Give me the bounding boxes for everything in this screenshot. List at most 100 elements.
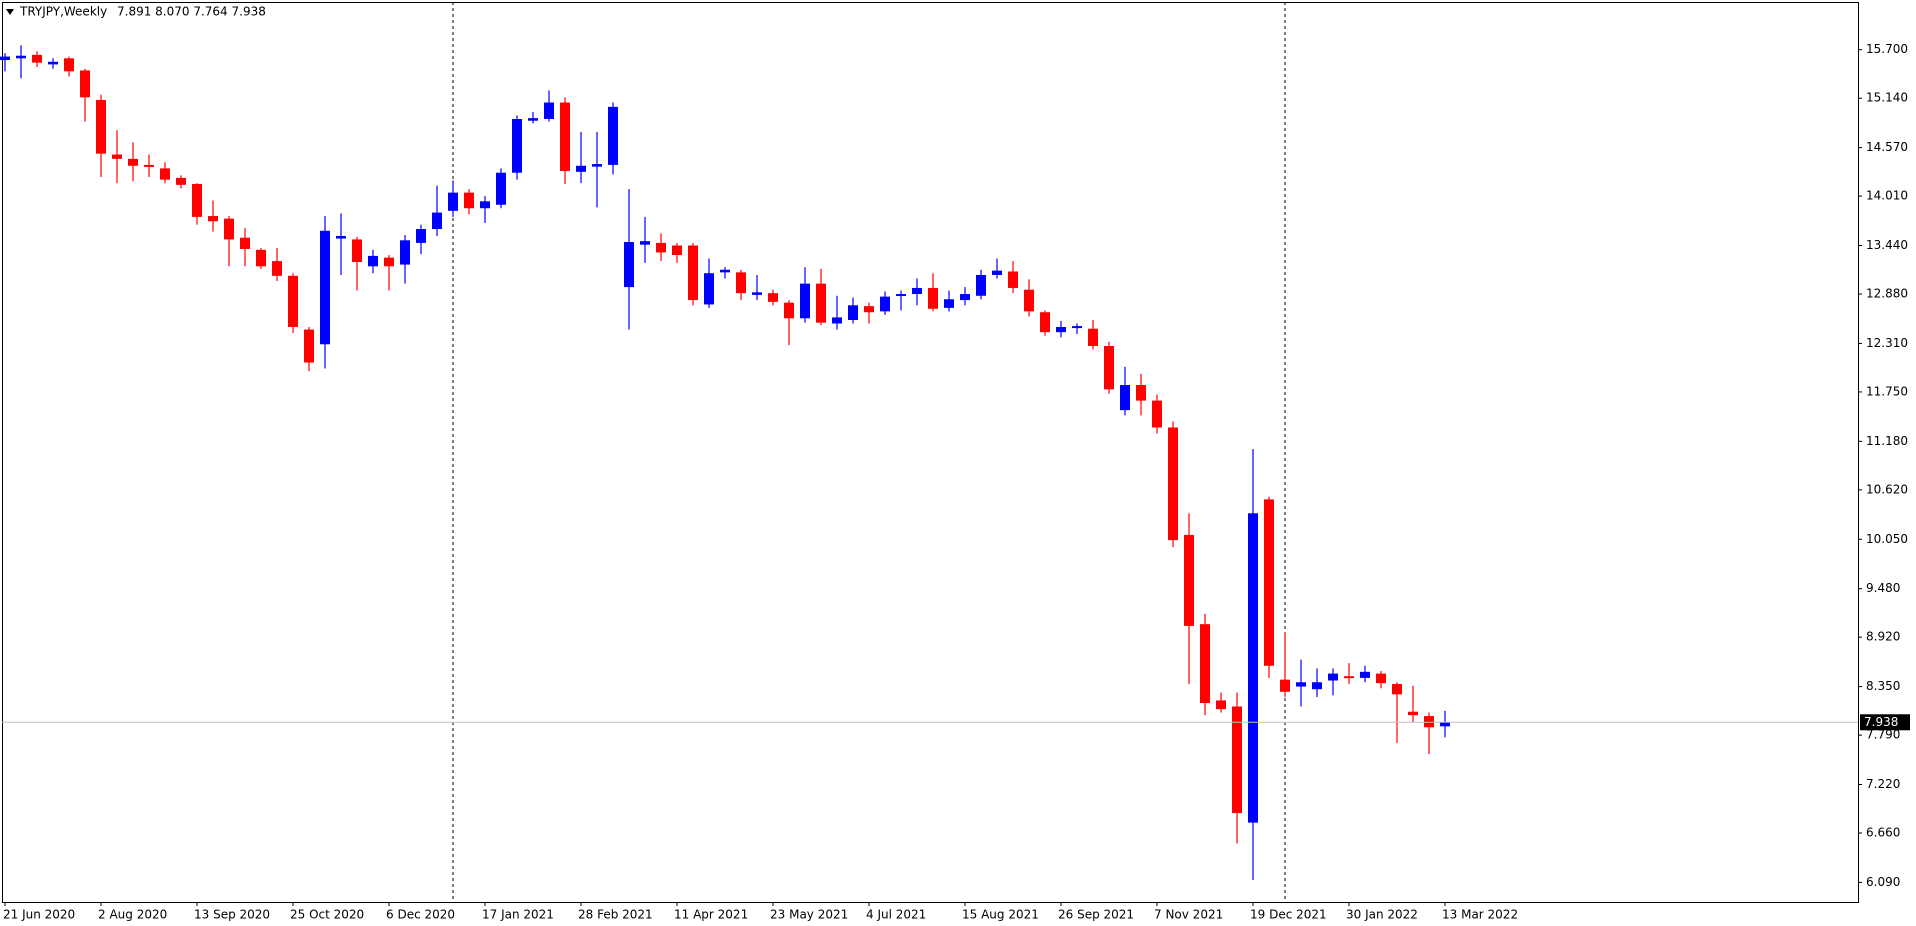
candle-body: [864, 306, 874, 313]
candle-body: [384, 257, 394, 267]
candle-body: [208, 216, 218, 222]
x-tick-label: 11 Apr 2021: [674, 908, 748, 922]
x-tick-label: 4 Jul 2021: [866, 908, 926, 922]
candle-body: [416, 229, 426, 243]
y-tick-label: 11.180: [1866, 434, 1908, 448]
candle-body: [912, 287, 922, 295]
candle-body: [400, 240, 410, 265]
candle-body: [736, 272, 746, 294]
candle-body: [1152, 400, 1162, 428]
candle-body: [160, 168, 170, 180]
candle-body: [1344, 676, 1354, 679]
x-tick-label: 28 Feb 2021: [578, 908, 653, 922]
y-tick-label: 14.570: [1866, 140, 1908, 154]
candle-body: [224, 218, 234, 240]
x-tick-label: 17 Jan 2021: [482, 908, 554, 922]
candle-body: [1360, 671, 1370, 678]
candle-body: [1056, 326, 1066, 333]
candle-body: [1200, 624, 1210, 704]
x-tick-label: 21 Jun 2020: [3, 908, 75, 922]
candle-body: [992, 270, 1002, 275]
candle-body: [1376, 673, 1386, 684]
candle-body: [784, 302, 794, 319]
candle-body: [1120, 385, 1130, 411]
candle-body: [1392, 683, 1402, 695]
last-price-label: 7.938: [1864, 715, 1898, 729]
candle-body: [944, 299, 954, 308]
candle-body: [448, 192, 458, 211]
candle-body: [640, 241, 650, 245]
y-tick-label: 9.480: [1866, 581, 1900, 595]
candle-body: [1296, 682, 1306, 687]
candle-body: [192, 183, 202, 217]
candle-body: [848, 305, 858, 321]
y-tick-label: 8.920: [1866, 630, 1900, 644]
y-tick-label: 12.310: [1866, 336, 1908, 350]
candle-body: [1184, 534, 1194, 626]
candle-body: [32, 54, 42, 63]
y-tick-label: 15.140: [1866, 91, 1908, 105]
candle-body: [704, 273, 714, 305]
candle-body: [240, 237, 250, 249]
candle-body: [352, 239, 362, 262]
candle-body: [256, 249, 266, 267]
candle-body: [464, 192, 474, 209]
y-tick-label: 7.790: [1866, 728, 1900, 742]
candle-body: [336, 235, 346, 239]
candle-body: [1168, 427, 1178, 541]
candle-body: [1232, 706, 1242, 814]
x-tick-label: 23 May 2021: [770, 908, 848, 922]
candle-body: [112, 154, 122, 159]
candle-body: [1440, 722, 1450, 727]
x-tick-label: 26 Sep 2021: [1058, 908, 1134, 922]
candle-body: [272, 261, 282, 276]
y-tick-label: 7.220: [1866, 777, 1900, 791]
candle-body: [176, 177, 186, 185]
x-tick-label: 13 Mar 2022: [1442, 908, 1518, 922]
candle-body: [96, 99, 106, 154]
x-tick-label: 13 Sep 2020: [194, 908, 270, 922]
y-tick-label: 8.350: [1866, 679, 1900, 693]
candle-body: [800, 283, 810, 319]
candle-body: [608, 106, 618, 165]
candle-body: [1408, 711, 1418, 716]
candle-body: [1216, 700, 1226, 710]
candle-body: [1008, 271, 1018, 288]
y-tick-label: 14.010: [1866, 189, 1908, 203]
candle-body: [48, 61, 58, 65]
candle-body: [1248, 513, 1258, 823]
candle-body: [1424, 716, 1434, 728]
candle-body: [928, 287, 938, 309]
x-tick-label: 15 Aug 2021: [962, 908, 1039, 922]
candle-body: [128, 158, 138, 166]
chart-ohlc: 7.891 8.070 7.764 7.938: [117, 5, 266, 19]
candle-body: [480, 201, 490, 209]
candle-body: [1312, 682, 1322, 690]
candle-body: [320, 230, 330, 345]
x-tick-label: 7 Nov 2021: [1154, 908, 1223, 922]
candle-body: [1264, 499, 1274, 666]
candle-body: [544, 102, 554, 119]
candle-body: [16, 55, 26, 59]
candle-body: [304, 329, 314, 363]
candle-body: [832, 317, 842, 324]
candle-body: [880, 296, 890, 312]
y-tick-label: 11.750: [1866, 384, 1908, 398]
last-price-box: [1860, 714, 1910, 731]
x-tick-label: 25 Oct 2020: [290, 908, 364, 922]
y-tick-label: 6.660: [1866, 826, 1900, 840]
candle-body: [512, 118, 522, 173]
y-tick-label: 15.700: [1866, 42, 1908, 56]
candle-body: [960, 294, 970, 301]
candle-body: [144, 164, 154, 167]
candle-body: [432, 212, 442, 230]
candle-body: [0, 56, 10, 61]
candle-body: [1104, 346, 1114, 390]
candle-body: [1280, 679, 1290, 692]
x-tick-label: 30 Jan 2022: [1346, 908, 1418, 922]
candle-body: [1040, 312, 1050, 333]
plot-frame: [2, 2, 1859, 903]
candle-body: [1328, 673, 1338, 681]
